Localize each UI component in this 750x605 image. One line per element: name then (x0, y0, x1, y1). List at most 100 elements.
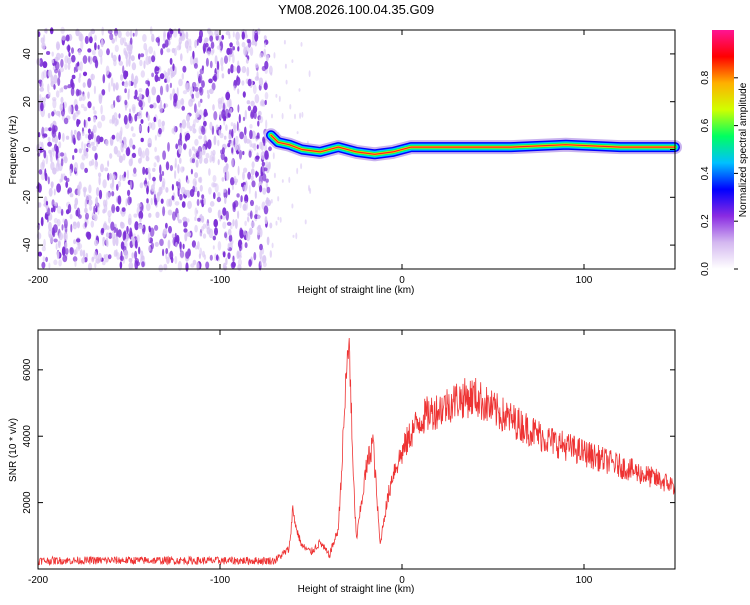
noise-speckle (231, 147, 234, 154)
noise-speckle (67, 63, 71, 70)
noise-speckle (52, 230, 56, 238)
noise-speckle (109, 153, 113, 159)
noise-speckle (209, 254, 213, 261)
noise-speckle (251, 180, 256, 188)
noise-speckle (216, 196, 222, 203)
noise-speckle (154, 241, 159, 247)
noise-speckle (181, 119, 187, 129)
noise-speckle (264, 150, 269, 160)
noise-speckle (134, 221, 139, 231)
noise-speckle (220, 152, 225, 161)
y-tick-label: 4000 (22, 425, 33, 448)
noise-speckle (75, 209, 79, 217)
noise-speckle (184, 232, 188, 242)
noise-speckle (71, 82, 75, 90)
noise-speckle (234, 219, 238, 229)
noise-speckle (243, 229, 247, 236)
noise-speckle (129, 30, 133, 38)
noise-speckle (123, 81, 129, 88)
noise-speckle (105, 237, 109, 246)
noise-speckle (138, 88, 143, 93)
noise-speckle (259, 257, 262, 266)
noise-speckle (249, 229, 253, 235)
noise-speckle (67, 203, 72, 214)
snr-x-label: Height of straight line (km) (298, 584, 415, 595)
noise-speckle (236, 39, 240, 46)
noise-speckle (51, 111, 55, 117)
spectrogram-ridge (264, 128, 682, 162)
noise-speckle (90, 28, 96, 35)
noise-speckle (154, 146, 158, 153)
noise-speckle (177, 219, 182, 224)
noise-speckle (249, 124, 253, 129)
noise-speckle (43, 238, 46, 248)
noise-speckle (87, 117, 91, 122)
noise-speckle (229, 108, 233, 114)
noise-speckle (225, 163, 229, 170)
noise-speckle (77, 65, 81, 71)
noise-speckle (42, 256, 46, 262)
noise-speckle (94, 262, 97, 269)
noise-speckle (263, 48, 267, 57)
noise-speckle (216, 70, 219, 80)
noise-speckle (207, 93, 210, 99)
noise-speckle (125, 31, 130, 37)
noise-speckle (63, 234, 67, 240)
noise-speckle (130, 236, 134, 242)
noise-speckle (77, 110, 81, 115)
noise-speckle (59, 178, 62, 183)
noise-speckle (190, 168, 193, 175)
noise-speckle (165, 248, 169, 255)
noise-speckle (73, 129, 77, 135)
noise-speckle (120, 74, 124, 81)
noise-speckle (116, 150, 121, 158)
noise-speckle (197, 217, 201, 222)
noise-speckle (151, 33, 155, 43)
noise-speckle (264, 216, 268, 225)
noise-speckle (111, 52, 114, 59)
noise-speckle (84, 198, 87, 209)
noise-speckle (174, 170, 177, 180)
noise-speckle (115, 236, 119, 247)
noise-speckle (91, 49, 96, 56)
noise-speckle (244, 109, 247, 120)
noise-speckle (194, 216, 197, 221)
noise-speckle (246, 66, 250, 77)
noise-speckle (243, 167, 248, 173)
noise-speckle (212, 245, 215, 250)
snr-y-label: SNR (10 * v/v) (8, 418, 19, 482)
spectrogram-y-ticks: 40 20 0 -20 -40 (22, 48, 675, 252)
noise-speckle (56, 205, 62, 214)
noise-speckle (116, 119, 119, 125)
noise-speckle (67, 44, 71, 53)
noise-speckle (87, 55, 91, 63)
noise-speckle (148, 46, 154, 55)
noise-speckle (133, 167, 137, 174)
noise-speckle (118, 54, 121, 63)
x-tick-label: 0 (399, 575, 405, 586)
noise-speckle (236, 193, 240, 198)
noise-speckle (64, 247, 69, 255)
noise-speckle (250, 168, 255, 176)
noise-speckle (65, 181, 69, 189)
noise-speckle (173, 93, 178, 104)
noise-speckle (263, 254, 267, 262)
noise-speckle (214, 227, 218, 236)
noise-speckle (195, 112, 200, 118)
noise-speckle (237, 210, 240, 219)
noise-speckle (210, 150, 213, 157)
spectrogram-x-ticks: -200 -100 0 100 (28, 30, 593, 286)
noise-speckle (103, 221, 107, 227)
noise-speckle (84, 221, 87, 228)
noise-speckle (301, 111, 304, 118)
x-tick-label: -100 (210, 575, 230, 586)
noise-speckle (140, 150, 143, 161)
noise-speckle (186, 231, 192, 237)
noise-speckle (62, 255, 68, 263)
noise-speckle (291, 203, 294, 209)
noise-speckle (157, 38, 160, 47)
noise-speckle (271, 113, 273, 119)
noise-speckle (160, 198, 164, 204)
noise-speckle (107, 160, 110, 168)
noise-speckle (211, 82, 216, 91)
